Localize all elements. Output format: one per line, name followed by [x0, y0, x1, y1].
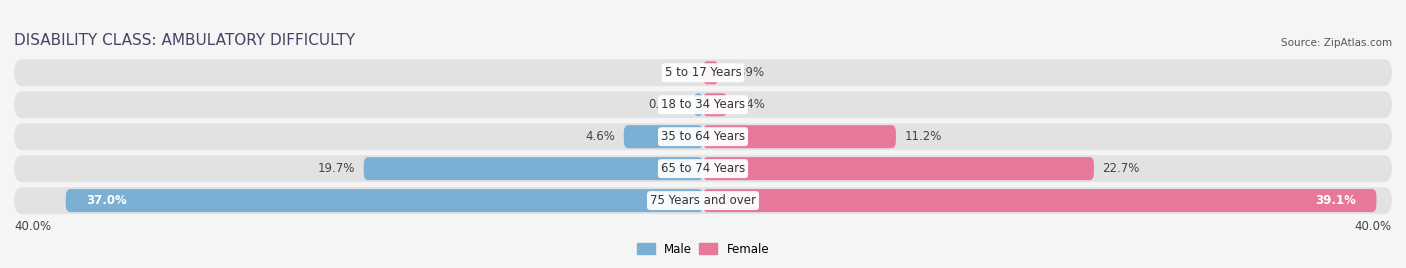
FancyBboxPatch shape	[14, 155, 1392, 182]
Text: DISABILITY CLASS: AMBULATORY DIFFICULTY: DISABILITY CLASS: AMBULATORY DIFFICULTY	[14, 33, 356, 48]
Text: 5 to 17 Years: 5 to 17 Years	[665, 66, 741, 79]
FancyBboxPatch shape	[703, 125, 896, 148]
FancyBboxPatch shape	[693, 93, 703, 116]
Text: 4.6%: 4.6%	[585, 130, 616, 143]
FancyBboxPatch shape	[14, 123, 1392, 150]
Text: 37.0%: 37.0%	[86, 194, 127, 207]
Text: 1.4%: 1.4%	[735, 98, 766, 111]
Text: 0.54%: 0.54%	[648, 98, 685, 111]
Text: 22.7%: 22.7%	[1102, 162, 1140, 175]
Text: 40.0%: 40.0%	[14, 220, 51, 233]
Text: 0.89%: 0.89%	[727, 66, 763, 79]
Text: 18 to 34 Years: 18 to 34 Years	[661, 98, 745, 111]
Text: 65 to 74 Years: 65 to 74 Years	[661, 162, 745, 175]
Text: 39.1%: 39.1%	[1315, 194, 1355, 207]
FancyBboxPatch shape	[14, 59, 1392, 86]
FancyBboxPatch shape	[14, 187, 1392, 214]
Text: 40.0%: 40.0%	[1355, 220, 1392, 233]
FancyBboxPatch shape	[703, 61, 718, 84]
Text: 19.7%: 19.7%	[318, 162, 356, 175]
FancyBboxPatch shape	[14, 91, 1392, 118]
Text: Source: ZipAtlas.com: Source: ZipAtlas.com	[1281, 38, 1392, 48]
Text: 0.0%: 0.0%	[665, 66, 695, 79]
FancyBboxPatch shape	[624, 125, 703, 148]
Text: 11.2%: 11.2%	[904, 130, 942, 143]
Text: 35 to 64 Years: 35 to 64 Years	[661, 130, 745, 143]
FancyBboxPatch shape	[703, 157, 1094, 180]
FancyBboxPatch shape	[364, 157, 703, 180]
Text: 75 Years and over: 75 Years and over	[650, 194, 756, 207]
Legend: Male, Female: Male, Female	[633, 238, 773, 260]
FancyBboxPatch shape	[703, 93, 727, 116]
FancyBboxPatch shape	[703, 189, 1376, 212]
FancyBboxPatch shape	[66, 189, 703, 212]
